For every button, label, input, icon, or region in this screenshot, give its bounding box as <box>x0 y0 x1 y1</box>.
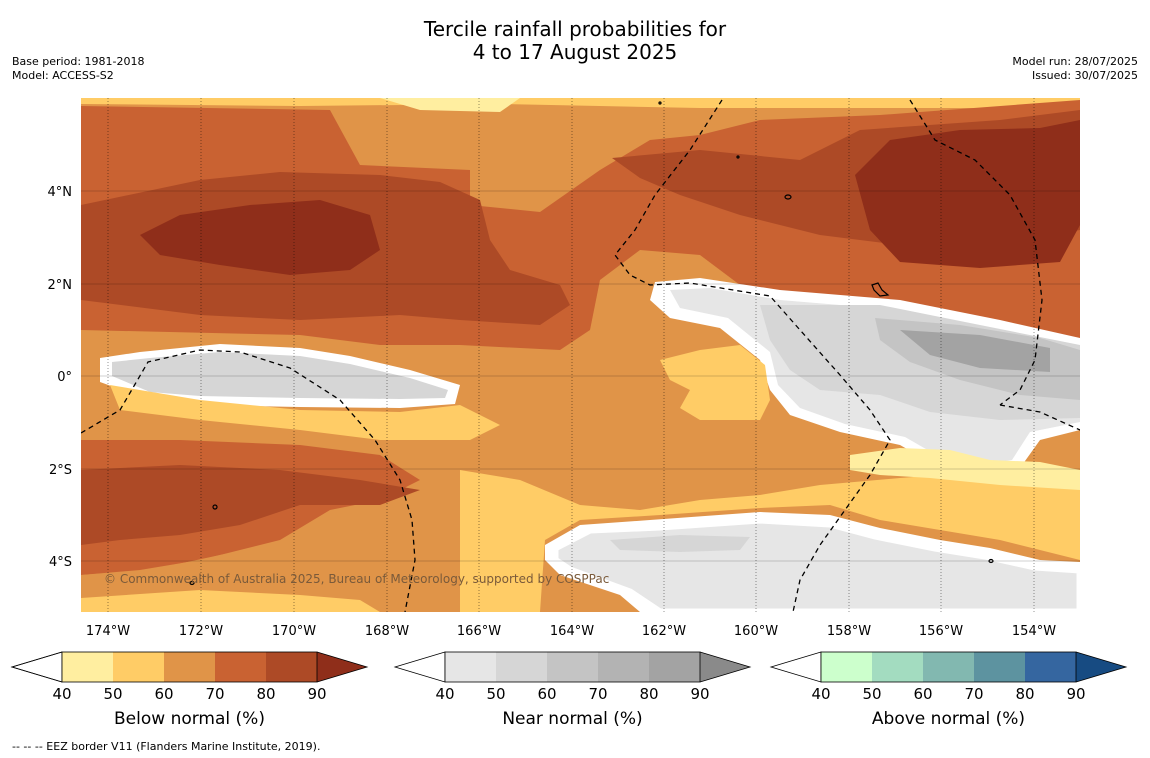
cbar-tick: 40 <box>52 685 71 703</box>
region-near-normal-south-60b <box>610 535 750 552</box>
cbar-tick: 90 <box>307 685 326 703</box>
swatch <box>649 652 700 682</box>
lon-label: 154°W <box>1012 624 1056 639</box>
cbar-tick: 50 <box>486 685 505 703</box>
cbar-tick: 70 <box>588 685 607 703</box>
meta-left: Base period: 1981-2018 Model: ACCESS-S2 <box>12 55 144 83</box>
issued-text: Issued: 30/07/2025 <box>1031 69 1138 82</box>
colorbar-above-normal: 40 50 60 70 80 90 <box>769 651 1128 703</box>
eez-borders <box>81 99 1080 612</box>
eez-footnote: -- -- -- EEZ border V11 (Flanders Marine… <box>12 740 321 753</box>
lon-label: 168°W <box>365 624 409 639</box>
cbar-tick: 60 <box>913 685 932 703</box>
lon-label: 158°W <box>827 624 871 639</box>
lon-label: 164°W <box>550 624 594 639</box>
swatch <box>547 652 598 682</box>
swatch <box>62 652 113 682</box>
lon-label: 156°W <box>919 624 963 639</box>
base-period-text: Base period: 1981-2018 <box>12 55 145 68</box>
longitude-labels: 174°W 172°W 170°W 168°W 166°W 164°W 162°… <box>86 624 1056 639</box>
lon-label: 162°W <box>642 624 686 639</box>
swatch <box>266 652 317 682</box>
region-below-80-sw <box>81 465 420 545</box>
swatch-max <box>317 652 367 682</box>
colorbar-below-normal: 40 50 60 70 80 90 <box>10 651 369 703</box>
region-below-90-ne <box>855 120 1080 268</box>
colorbar-title-above: Above normal (%) <box>871 709 1026 729</box>
swatch-max <box>700 652 750 682</box>
lon-label: 170°W <box>272 624 316 639</box>
colorbar-title-below: Below normal (%) <box>114 709 265 729</box>
region-near-normal-east-80 <box>900 330 1050 372</box>
lon-label: 172°W <box>179 624 223 639</box>
swatch <box>923 652 974 682</box>
region-below-90-nw <box>140 200 380 275</box>
colorbar-title-near: Near normal (%) <box>502 709 643 729</box>
title-line-1: Tercile rainfall probabilities for <box>423 17 727 41</box>
lat-label: 4°N <box>48 185 73 200</box>
cbar-tick: 40 <box>811 685 830 703</box>
region-below-50-south <box>460 470 1080 612</box>
swatch <box>215 652 266 682</box>
region-below-50-equator-w <box>110 385 500 440</box>
swatch <box>1025 652 1076 682</box>
latitude-labels: 4°N 2°N 0° 2°S 4°S <box>48 185 73 570</box>
swatch <box>496 652 547 682</box>
lon-label: 174°W <box>86 624 130 639</box>
probability-field <box>81 98 1080 612</box>
model-run-text: Model run: 28/07/2025 <box>1012 55 1138 68</box>
cbar-tick: 90 <box>1066 685 1085 703</box>
lat-label: 2°S <box>49 463 72 478</box>
cbar-tick: 90 <box>690 685 709 703</box>
region-below-40-south <box>850 448 1080 490</box>
region-below-50-top <box>81 98 1080 108</box>
cbar-tick: 80 <box>1015 685 1034 703</box>
cbar-tick: 80 <box>256 685 275 703</box>
model-text: Model: ACCESS-S2 <box>12 69 114 82</box>
lat-label: 4°S <box>49 555 72 570</box>
region-near-normal-west <box>112 352 448 399</box>
map-title: Tercile rainfall probabilities for 4 to … <box>0 18 1150 64</box>
cbar-tick: 40 <box>435 685 454 703</box>
swatch <box>598 652 649 682</box>
islands <box>189 101 994 586</box>
region-below-50-swc <box>81 590 380 612</box>
swatch <box>164 652 215 682</box>
latitude-gridlines <box>81 190 1080 562</box>
swatch <box>113 652 164 682</box>
swatch-max <box>1076 652 1126 682</box>
colorbar-near-normal: 40 50 60 70 80 90 <box>393 651 752 703</box>
meta-right: Model run: 28/07/2025 Issued: 30/07/2025 <box>1012 55 1138 83</box>
cbar-tick: 60 <box>537 685 556 703</box>
cbar-tick: 70 <box>964 685 983 703</box>
lat-label: 0° <box>57 370 72 385</box>
lat-label: 2°N <box>48 278 73 293</box>
region-below-40-top <box>380 98 520 112</box>
swatch <box>445 652 496 682</box>
copyright-text: © Commonwealth of Australia 2025, Bureau… <box>104 572 610 586</box>
region-below-60-swc <box>81 530 420 612</box>
cbar-tick: 80 <box>639 685 658 703</box>
cbar-tick: 60 <box>154 685 173 703</box>
region-below-50-equator <box>660 345 770 420</box>
cbar-tick: 70 <box>205 685 224 703</box>
title-line-2: 4 to 17 August 2025 <box>472 40 678 64</box>
swatch <box>872 652 923 682</box>
swatch <box>974 652 1025 682</box>
swatch <box>821 652 872 682</box>
cbar-tick: 50 <box>862 685 881 703</box>
cbar-tick: 50 <box>103 685 122 703</box>
lon-label: 160°W <box>734 624 778 639</box>
lon-label: 166°W <box>457 624 501 639</box>
